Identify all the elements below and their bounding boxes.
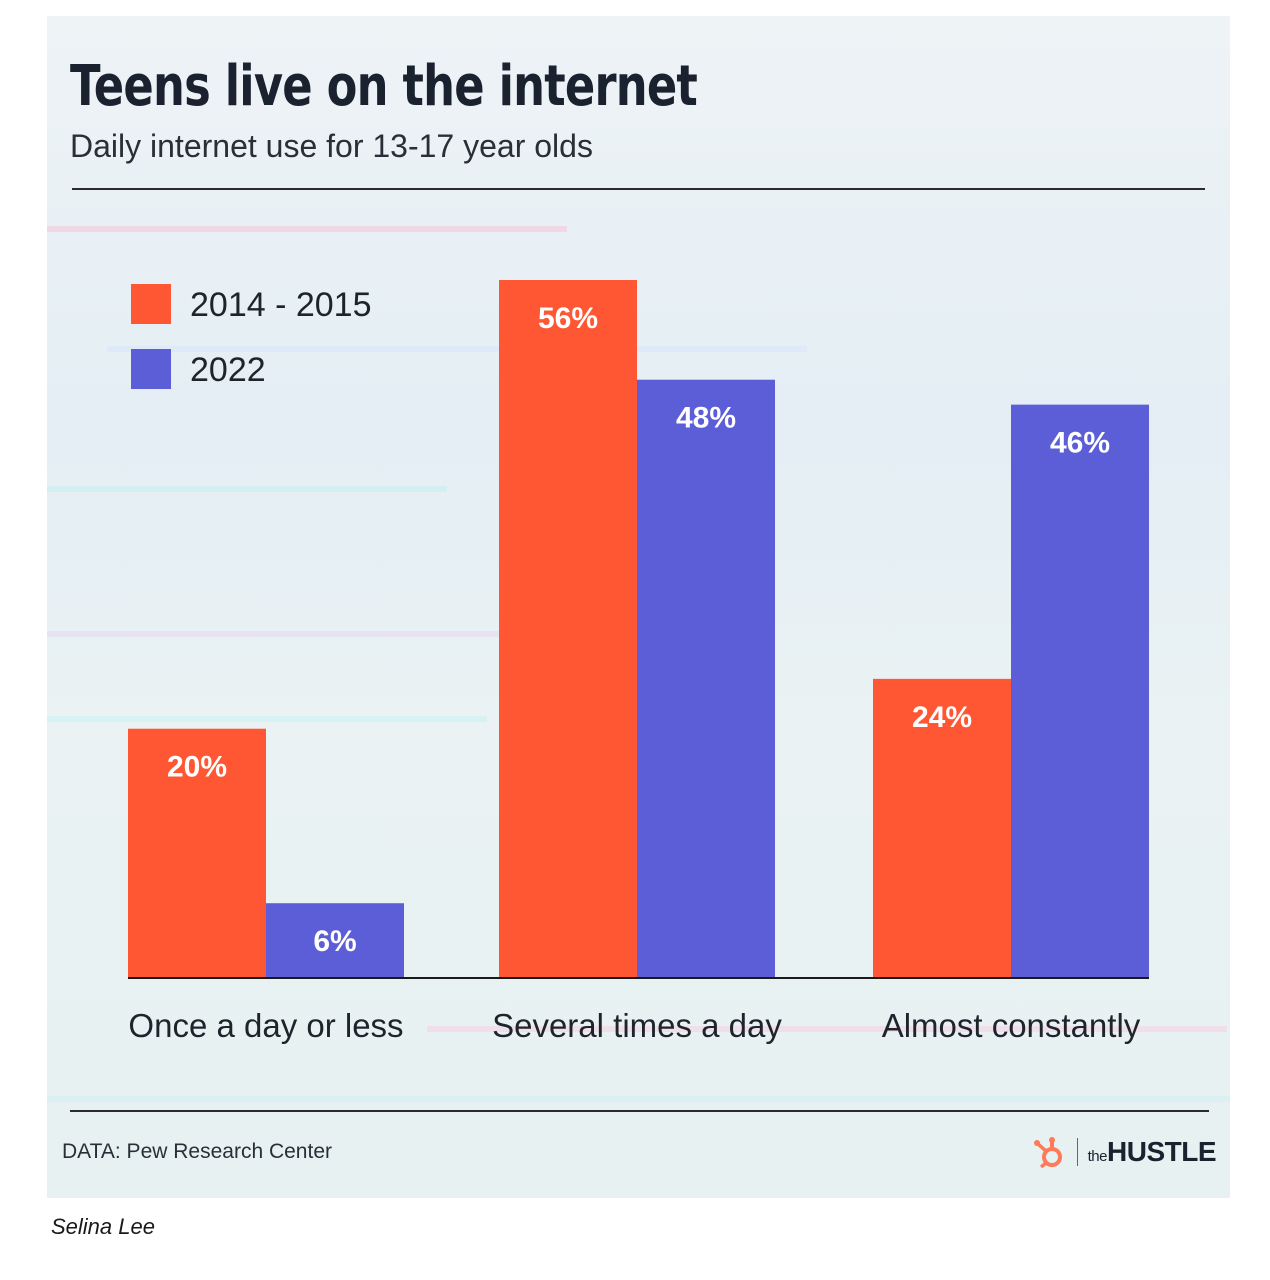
bar-value-label: 20% — [167, 751, 227, 784]
data-source: DATA: Pew Research Center — [62, 1140, 332, 1163]
bar-chart: 20% 6% Once a day or less 56% 48% Several tim… — [128, 280, 1149, 1044]
background-streak — [47, 631, 607, 637]
background-streak — [47, 716, 487, 722]
bar — [499, 280, 637, 978]
bar — [873, 678, 1011, 978]
bar — [128, 728, 266, 978]
legend-label: 2022 — [190, 351, 266, 389]
bar — [1011, 404, 1149, 979]
x-tick-label: Several times a day — [492, 1007, 782, 1044]
legend-swatch — [131, 284, 171, 324]
legend-label: 2014 - 2015 — [190, 286, 372, 324]
x-tick-label: Almost constantly — [882, 1007, 1141, 1044]
bar-value-label: 6% — [313, 925, 356, 958]
x-tick-label: Once a day or less — [128, 1007, 403, 1044]
brand-wordmark: theHUSTLE — [1087, 1136, 1217, 1168]
brand-big: HUSTLE — [1107, 1136, 1217, 1167]
bar-value-label: 56% — [538, 302, 598, 335]
background-streak — [427, 1026, 1227, 1032]
page-title: Teens live on the internet — [70, 54, 698, 119]
bar — [637, 379, 775, 978]
background-streak — [47, 486, 447, 492]
bar-value-label: 46% — [1050, 427, 1110, 460]
brand-small: the — [1087, 1148, 1108, 1165]
bar-value-label: 48% — [676, 402, 736, 435]
bottom-divider — [70, 1110, 1209, 1112]
bar — [266, 903, 404, 978]
legend-swatch — [131, 349, 171, 389]
background-streak — [47, 1096, 1230, 1102]
photo-credit: Selina Lee — [51, 1214, 155, 1239]
hubspot-sprocket-icon — [1033, 1137, 1062, 1169]
background-streak — [47, 226, 567, 232]
infographic-card: Teens live on the internet Daily interne… — [47, 16, 1230, 1198]
page-subtitle: Daily internet use for 13-17 year olds — [70, 128, 593, 164]
top-divider — [72, 188, 1205, 190]
bar-value-label: 24% — [912, 701, 972, 734]
brand-separator — [1076, 1138, 1078, 1166]
background-streak — [107, 346, 807, 352]
brand-logo: theHUSTLE — [1033, 1135, 1217, 1169]
